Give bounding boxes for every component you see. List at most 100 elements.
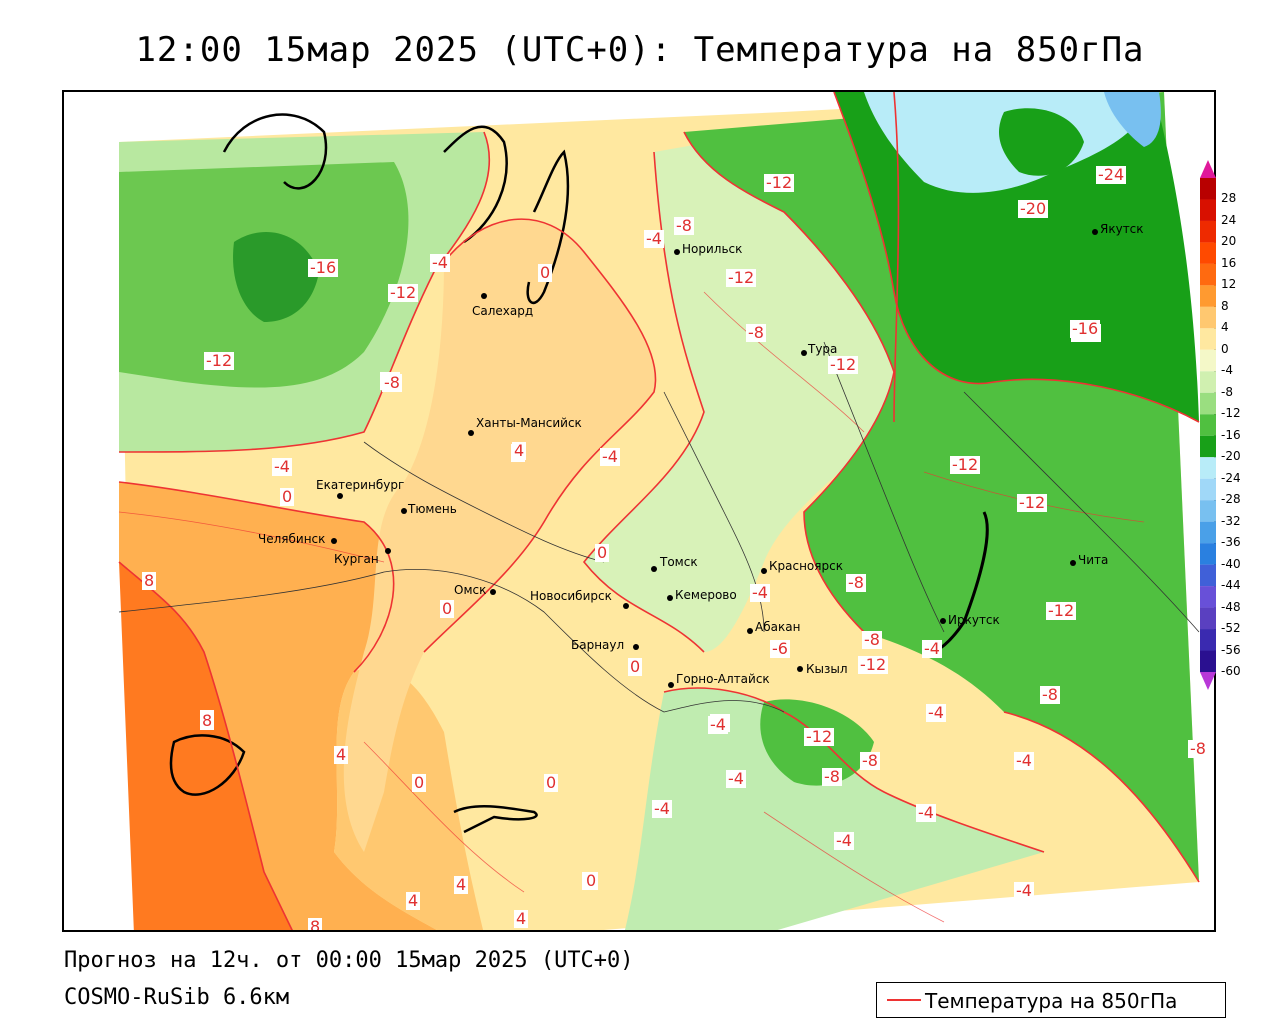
colorbar-swatch <box>1200 392 1216 415</box>
contour-label: -8 <box>746 323 766 342</box>
contour-label: 4 <box>406 891 421 910</box>
city-dot <box>674 249 680 255</box>
contour-label: -12 <box>764 173 795 192</box>
contour-label: -8 <box>1188 739 1208 758</box>
colorbar-tick-label: -56 <box>1221 642 1241 657</box>
contour-label: -12 <box>1017 493 1048 512</box>
contour-label: -20 <box>1018 199 1049 218</box>
colorbar-tick-label: -36 <box>1221 535 1241 550</box>
colorbar-swatch <box>1200 242 1216 264</box>
colorbar-tick-label: -8 <box>1221 384 1233 399</box>
contour-label: -6 <box>770 639 790 658</box>
city-dot <box>331 538 337 544</box>
colorbar-bottom-arrow <box>1200 672 1216 690</box>
forecast-info: Прогноз на 12ч. от 00:00 15мар 2025 (UTC… <box>64 948 634 973</box>
colorbar-tick-label: -44 <box>1221 578 1241 593</box>
city-dot <box>940 618 946 624</box>
contour-label: 0 <box>412 773 427 792</box>
contour-label: -4 <box>750 583 770 602</box>
contour-label: -24 <box>1096 165 1127 184</box>
contour-label: -12 <box>204 351 235 370</box>
coastline-north <box>222 113 570 305</box>
contour-label: -16 <box>1070 319 1101 338</box>
city-label: Иркутск <box>948 613 1000 627</box>
colorbar-tick-label: -60 <box>1221 664 1241 678</box>
city-dot <box>668 682 674 688</box>
contour-label: 0 <box>538 263 553 282</box>
city-label: Норильск <box>682 242 743 256</box>
colorbar-swatch <box>1200 263 1216 286</box>
city-dot <box>761 568 767 574</box>
city-label: Красноярск <box>769 559 843 573</box>
contour-label: 4 <box>512 441 527 460</box>
city-label: Курган <box>334 552 379 566</box>
contour-label: -8 <box>382 373 402 392</box>
map-area[interactable]: Салехард Норильск Тура Якутск Ханты-Манс… <box>62 90 1216 932</box>
city-dot <box>1092 229 1098 235</box>
colorbar-tick-label: 8 <box>1221 298 1229 313</box>
colorbar-tick-label: -32 <box>1221 513 1241 528</box>
city-label: Кызыл <box>806 662 848 676</box>
colorbar-swatch <box>1200 414 1216 436</box>
colorbar-tick-label: 12 <box>1221 277 1237 292</box>
city-dot <box>401 508 407 514</box>
colorbar-swatch <box>1200 500 1216 522</box>
city-dot <box>797 666 803 672</box>
cold-zone-s <box>624 688 1044 930</box>
colorbar-tick-label: -28 <box>1221 492 1241 507</box>
city-dot <box>481 293 487 299</box>
city-label: Чита <box>1078 553 1109 567</box>
city-dot <box>801 350 807 356</box>
model-name: COSMO-RuSib 6.6км <box>64 985 290 1010</box>
contour-label: -12 <box>804 727 835 746</box>
city-dot <box>623 603 629 609</box>
colorbar-tick-label: 16 <box>1221 255 1237 270</box>
colorbar-swatch <box>1200 328 1216 350</box>
city-label: Кемерово <box>675 588 737 602</box>
contour-label: -4 <box>1014 751 1034 770</box>
contour-label: -4 <box>708 715 728 734</box>
warm-zone-0 <box>343 219 656 853</box>
contour-label: 0 <box>628 657 643 676</box>
contour-label: -4 <box>652 799 672 818</box>
city-dot <box>1070 560 1076 566</box>
contour-label: -4 <box>926 703 946 722</box>
colorbar-top-arrow <box>1200 160 1216 178</box>
contour-label: -4 <box>430 253 450 272</box>
contour-label: -4 <box>726 769 746 788</box>
contour-label: 0 <box>595 543 610 562</box>
colorbar-tick-label: 4 <box>1221 320 1229 335</box>
colorbar-tick-label: -40 <box>1221 556 1241 571</box>
contour-label: -8 <box>822 767 842 786</box>
city-label: Тура <box>808 342 838 356</box>
lake-balkhash <box>453 804 538 834</box>
city-label: Салехард <box>472 304 534 318</box>
colorbar-tick-label: -48 <box>1221 599 1241 614</box>
city-label: Горно-Алтайск <box>676 672 770 686</box>
colorbar-tick-label: 28 <box>1221 191 1237 206</box>
map-title: 12:00 15мар 2025 (UTC+0): Температура на… <box>135 30 1145 70</box>
city-dot <box>633 644 639 650</box>
contour-label: -12 <box>828 355 859 374</box>
contour-label: -4 <box>644 229 664 248</box>
colorbar-swatch <box>1200 220 1216 243</box>
colorbar-swatch <box>1200 650 1216 672</box>
contour-label: -12 <box>858 655 889 674</box>
colorbar-swatch <box>1200 371 1216 393</box>
city-label: Абакан <box>755 620 801 634</box>
contour-label: -4 <box>916 803 936 822</box>
contour-label: -4 <box>1014 881 1034 900</box>
contour-label: 0 <box>440 599 455 618</box>
city-label: Челябинск <box>258 532 326 546</box>
contour-label: 0 <box>280 487 295 506</box>
contour-label: 4 <box>454 875 469 894</box>
contour-label: -12 <box>726 268 757 287</box>
colorbar-swatch <box>1200 564 1216 587</box>
colorbar-tick-label: -4 <box>1221 363 1233 378</box>
city-label: Барнаул <box>571 638 625 652</box>
contour-label: -8 <box>674 216 694 235</box>
city-label: Якутск <box>1100 222 1144 236</box>
colorbar-swatch <box>1200 435 1216 458</box>
contour-label: 4 <box>334 745 349 764</box>
colorbar-swatch <box>1200 478 1216 501</box>
